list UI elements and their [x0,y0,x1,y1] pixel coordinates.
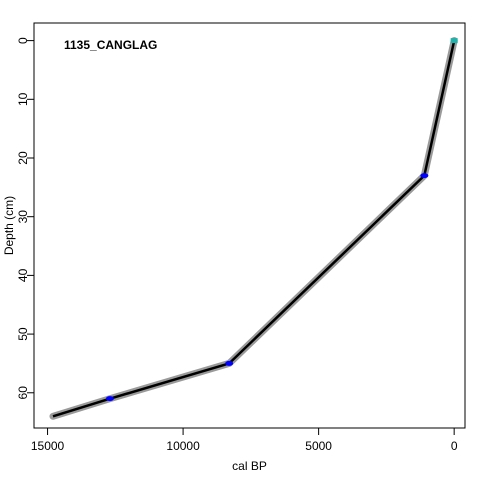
x-tick-label: 10000 [166,439,200,453]
y-tick-label: 20 [16,151,30,165]
y-tick-label: 10 [16,92,30,106]
surface-sample-point [450,38,458,44]
y-tick-label: 50 [16,327,30,341]
x-axis-title: cal BP [232,459,267,473]
dated-sample-point [225,360,234,366]
dated-sample-point [420,173,429,179]
uncertainty-band-path [49,37,458,420]
uncertainty-band [49,37,458,420]
y-tick-label: 30 [16,210,30,224]
core-label: 1135_CANGLAG [64,38,157,52]
plot-box [33,22,466,429]
y-tick-label: 40 [16,268,30,282]
dated-sample-point [105,396,114,402]
y-tick-label: 0 [16,37,30,44]
x-tick-label: 15000 [31,439,65,453]
y-axis: 0 10 20 30 40 50 60 [16,37,35,400]
dated-samples [105,38,458,402]
x-tick-label: 5000 [305,439,332,453]
x-tick-label: 0 [451,439,458,453]
age-depth-line [52,40,456,418]
age-depth-model [52,40,456,418]
x-axis: 15000 10000 5000 0 [31,427,458,453]
y-tick-label: 60 [16,386,30,400]
y-axis-title: Depth (cm) [2,196,16,255]
